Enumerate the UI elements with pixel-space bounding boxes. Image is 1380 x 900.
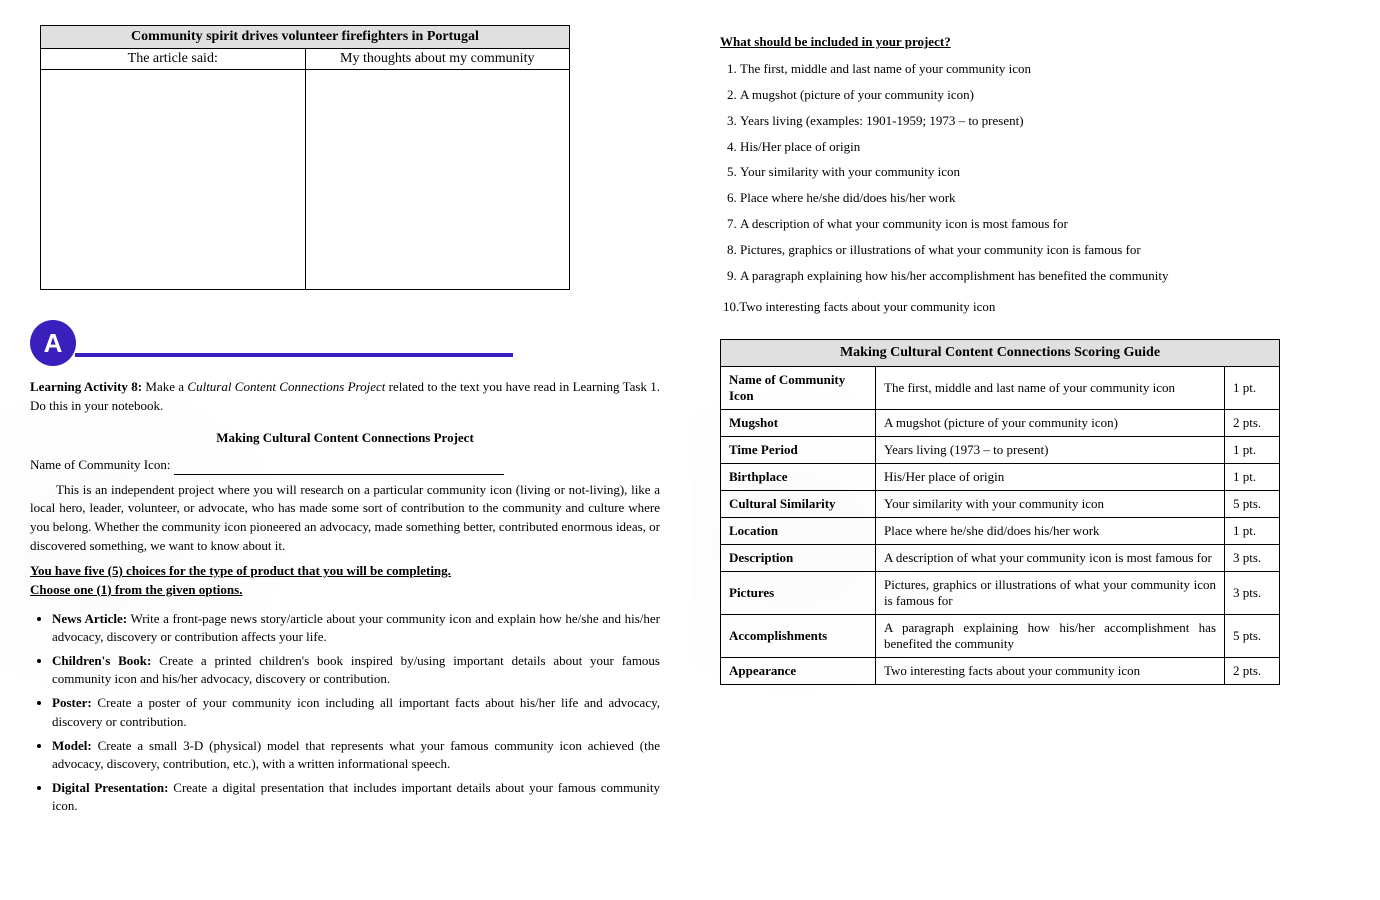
rubric-pts: 2 pts. [1225,657,1280,684]
option-item: Children's Book: Create a printed childr… [52,652,660,688]
include-heading-q: ? [944,34,951,49]
rubric-row: MugshotA mugshot (picture of your commun… [721,409,1280,436]
rubric-row: AccomplishmentsA paragraph explaining ho… [721,614,1280,657]
requirement-item: Years living (examples: 1901-1959; 1973 … [740,112,1350,131]
rubric-pts: 1 pt. [1225,366,1280,409]
rubric-criterion: Location [721,517,876,544]
rubric-desc: Your similarity with your community icon [876,490,1225,517]
rubric-pts: 3 pts. [1225,544,1280,571]
requirement-item: Your similarity with your community icon [740,163,1350,182]
worksheet-cell-right [305,70,570,290]
option-label: Children's Book: [52,653,151,668]
option-item: News Article: Write a front-page news st… [52,610,660,646]
rubric-table: Making Cultural Content Connections Scor… [720,339,1280,685]
rubric-desc: Two interesting facts about your communi… [876,657,1225,684]
rubric-criterion: Cultural Similarity [721,490,876,517]
option-item: Poster: Create a poster of your communit… [52,694,660,730]
option-text: Create a poster of your community icon i… [52,695,660,728]
section-badge: A [30,320,76,366]
option-label: News Article: [52,611,127,626]
section-badge-row: A [30,320,660,366]
rubric-criterion: Birthplace [721,463,876,490]
option-item: Model: Create a small 3-D (physical) mod… [52,737,660,773]
worksheet-col1: The article said: [41,49,306,70]
requirement-item: The first, middle and last name of your … [740,60,1350,79]
requirement-item: A paragraph explaining how his/her accom… [740,267,1350,286]
rubric-criterion: Accomplishments [721,614,876,657]
include-heading-text: What should be included in your project [720,34,944,49]
rubric-row: LocationPlace where he/she did/does his/… [721,517,1280,544]
rubric-pts: 5 pts. [1225,614,1280,657]
requirement-item: Pictures, graphics or illustrations of w… [740,241,1350,260]
rubric-desc: A description of what your community ico… [876,544,1225,571]
rubric-row: Time PeriodYears living (1973 – to prese… [721,436,1280,463]
rubric-row: BirthplaceHis/Her place of origin1 pt. [721,463,1280,490]
rubric-criterion: Appearance [721,657,876,684]
worksheet-col2: My thoughts about my community [305,49,570,70]
rubric-row: Cultural SimilarityYour similarity with … [721,490,1280,517]
rubric-criterion: Name of Community Icon [721,366,876,409]
left-page: Community spirit drives volunteer firefi… [0,0,690,900]
rubric-pts: 5 pts. [1225,490,1280,517]
rubric-pts: 1 pt. [1225,436,1280,463]
rubric-desc: The first, middle and last name of your … [876,366,1225,409]
rubric-desc: His/Her place of origin [876,463,1225,490]
rubric-pts: 2 pts. [1225,409,1280,436]
rubric-criterion: Description [721,544,876,571]
rubric-desc: Pictures, graphics or illustrations of w… [876,571,1225,614]
activity-italic: Cultural Content Connections Project [187,379,385,394]
option-text: Write a front-page news story/article ab… [52,611,660,644]
rubric-title: Making Cultural Content Connections Scor… [721,339,1280,366]
choice-line-1: You have five (5) choices for the type o… [30,563,451,578]
name-blank [174,474,504,475]
requirement-item: A description of what your community ico… [740,215,1350,234]
learning-activity-intro: Learning Activity 8: Make a Cultural Con… [30,378,660,416]
project-intro: This is an independent project where you… [30,481,660,556]
rubric-desc: A paragraph explaining how his/her accom… [876,614,1225,657]
option-text: Create a small 3-D (physical) model that… [52,738,660,771]
option-item: Digital Presentation: Create a digital p… [52,779,660,815]
name-line: Name of Community Icon: [30,456,660,475]
option-label: Digital Presentation: [52,780,168,795]
rubric-desc: Place where he/she did/does his/her work [876,517,1225,544]
project-title: Making Cultural Content Connections Proj… [30,430,660,446]
requirement-item: A mugshot (picture of your community ico… [740,86,1350,105]
choice-line-2: Choose one (1) from the given options. [30,582,242,597]
requirement-item-10: 10.Two interesting facts about your comm… [723,299,1350,315]
rubric-desc: A mugshot (picture of your community ico… [876,409,1225,436]
worksheet-title: Community spirit drives volunteer firefi… [41,26,570,49]
section-badge-line [75,353,513,357]
rubric-pts: 3 pts. [1225,571,1280,614]
activity-label: Learning Activity 8: [30,379,142,394]
rubric-row: PicturesPictures, graphics or illustrati… [721,571,1280,614]
option-label: Poster: [52,695,92,710]
worksheet-cell-left [41,70,306,290]
worksheet-table: Community spirit drives volunteer firefi… [40,25,570,290]
activity-text-1: Make a [142,379,187,394]
requirement-item: His/Her place of origin [740,138,1350,157]
option-label: Model: [52,738,92,753]
requirement-item: Place where he/she did/does his/her work [740,189,1350,208]
rubric-pts: 1 pt. [1225,517,1280,544]
rubric-criterion: Pictures [721,571,876,614]
rubric-pts: 1 pt. [1225,463,1280,490]
include-heading: What should be included in your project? [720,34,1350,50]
rubric-row: DescriptionA description of what your co… [721,544,1280,571]
name-label: Name of Community Icon: [30,457,174,472]
requirements-list: The first, middle and last name of your … [740,60,1350,286]
rubric-row: AppearanceTwo interesting facts about yo… [721,657,1280,684]
rubric-criterion: Mugshot [721,409,876,436]
rubric-desc: Years living (1973 – to present) [876,436,1225,463]
right-page: What should be included in your project?… [690,0,1380,900]
choice-instructions: You have five (5) choices for the type o… [30,562,660,600]
options-list: News Article: Write a front-page news st… [52,610,660,816]
rubric-row: Name of Community IconThe first, middle … [721,366,1280,409]
rubric-criterion: Time Period [721,436,876,463]
